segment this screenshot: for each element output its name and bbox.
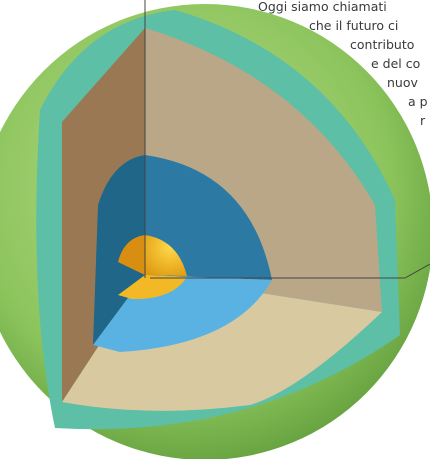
text-line: contributo (350, 37, 414, 52)
text-line: a p (408, 94, 428, 109)
text-line: nuov (387, 75, 418, 90)
text-line: r (420, 113, 426, 128)
globe (0, 0, 430, 459)
text-line: Oggi siamo chiamati (258, 0, 387, 14)
text-line: e del co (371, 56, 420, 71)
illustration: Oggi siamo chiamati che il futuro ci con… (0, 0, 430, 459)
text-line: che il futuro ci (309, 18, 398, 33)
page: Oggi siamo chiamati che il futuro ci con… (0, 0, 430, 459)
